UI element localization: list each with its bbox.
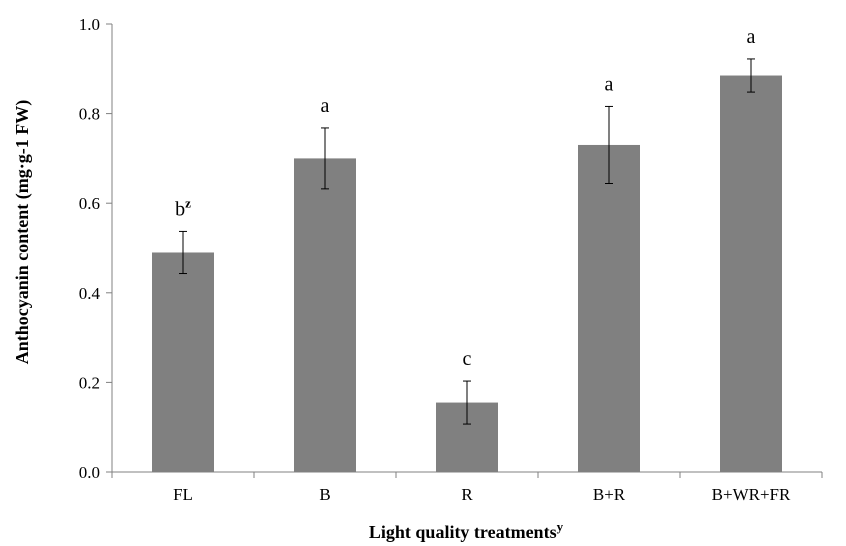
bar-B	[294, 158, 356, 472]
significance-letter: b	[175, 198, 185, 220]
y-tick-label: 0.4	[79, 284, 101, 303]
significance-letter: a	[747, 26, 756, 48]
y-tick-label: 0.6	[79, 194, 100, 213]
x-axis-title-text: Light quality treatments	[369, 522, 557, 542]
x-tick-label: B+R	[593, 485, 626, 504]
significance-label: a	[321, 95, 330, 117]
significance-label: a	[747, 26, 756, 48]
x-tick-label: B	[319, 485, 330, 504]
bar-B+R	[578, 144, 640, 472]
y-tick-label: 0.2	[79, 373, 100, 392]
significance-letter: c	[463, 348, 472, 370]
x-tick-label: B+WR+FR	[712, 485, 791, 504]
x-tick-label: R	[461, 485, 473, 504]
x-axis: FL B R B+R B+WR+FR	[111, 471, 823, 504]
error-bar	[179, 230, 187, 275]
x-tick-label: FL	[173, 485, 193, 504]
significance-label: bz	[175, 195, 191, 220]
significance-letter: a	[605, 73, 614, 95]
x-axis-title: Light quality treatmentsy	[369, 519, 564, 542]
bars: bz a c a a	[152, 26, 782, 473]
y-tick-label: 0.8	[79, 105, 100, 124]
x-axis-title-superscript: y	[557, 519, 564, 534]
y-tick-label: 1.0	[79, 15, 100, 34]
error-bar	[605, 105, 613, 184]
y-axis-title: Anthocyanin content (mg·g-1 FW)	[12, 100, 33, 365]
error-bar	[747, 58, 755, 93]
bar-FL	[152, 252, 214, 472]
significance-label: c	[463, 348, 472, 370]
significance-superscript: z	[185, 195, 191, 210]
error-bar	[321, 127, 329, 190]
significance-letter: a	[321, 95, 330, 117]
error-bar	[463, 380, 471, 425]
y-axis: 0.0 0.2 0.4 0.6 0.8 1.0	[79, 15, 113, 482]
y-tick-label: 0.0	[79, 463, 100, 482]
significance-label: a	[605, 73, 614, 95]
bar-B+WR+FR	[720, 75, 782, 473]
